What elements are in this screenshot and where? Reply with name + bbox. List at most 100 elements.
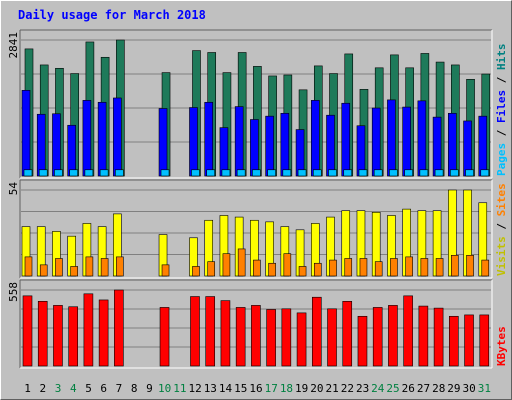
legend-entry: Pages [495, 143, 508, 176]
bar-sites [207, 261, 216, 277]
bar-sites [451, 254, 459, 277]
bar-files [234, 106, 244, 177]
bar-pages [480, 169, 490, 177]
x-tick-label: 12 [188, 382, 201, 395]
x-axis-labels: 1 2 3 4 5 6 7 8 9 10 11 12 13 14 15 16 17 18 19 20 21 22 23 24 2… [24, 382, 491, 395]
bar-files [265, 115, 274, 177]
bar-kbytes [266, 309, 276, 367]
x-tick-label: 31 [478, 382, 491, 395]
bar-kbytes [251, 305, 261, 367]
bar-files [356, 125, 366, 177]
bar-pages [328, 169, 337, 177]
bar-files [371, 107, 381, 177]
bar-pages [297, 169, 307, 177]
bar-pages [99, 169, 109, 177]
x-tick-label: 5 [85, 382, 92, 395]
bar-kbytes [205, 296, 216, 367]
panel-kbytes: 558 KBytes [7, 279, 508, 369]
bar-files [204, 101, 214, 177]
bar-files [310, 100, 320, 177]
bar-sites [374, 261, 383, 277]
bar-pages [38, 169, 48, 177]
x-tick-label: 10 [158, 382, 171, 395]
bar-pages [23, 169, 33, 177]
bar-pages [160, 169, 170, 177]
bar-pages [84, 169, 94, 177]
x-tick-label: 6 [100, 382, 107, 395]
bar-sites [313, 262, 322, 277]
bar-kbytes [372, 307, 383, 367]
y-max-label: 54 [7, 182, 20, 196]
x-tick-label: 19 [295, 382, 308, 395]
bar-sites [253, 259, 261, 277]
bar-pages [373, 169, 383, 177]
bar-files [478, 115, 488, 177]
bar-files [97, 101, 107, 177]
bar-files [158, 108, 168, 177]
legend-separator: / [495, 70, 508, 90]
x-tick-label: 29 [447, 382, 460, 395]
bar-files [387, 99, 396, 177]
bar-kbytes [190, 296, 200, 367]
bar-kbytes [357, 315, 368, 367]
bar-files [295, 129, 305, 177]
bar-sites [329, 259, 337, 277]
bar-kbytes [296, 312, 307, 367]
bar-kbytes [235, 307, 246, 367]
bar-files [448, 112, 457, 177]
bar-sites [100, 258, 109, 277]
bar-kbytes [327, 308, 337, 367]
x-tick-label: 30 [463, 382, 476, 395]
legend-entry: Sites [495, 183, 508, 216]
bar-files [113, 97, 122, 177]
legend-entry: KBytes [495, 326, 508, 366]
x-tick-label: 9 [146, 382, 153, 395]
bar-files [432, 116, 442, 177]
legend-separator: / [495, 123, 508, 143]
legend-separator: / [495, 216, 508, 236]
bar-files [326, 114, 335, 177]
bar-files [36, 113, 46, 177]
bar-kbytes [311, 296, 322, 367]
x-tick-label: 20 [310, 382, 323, 395]
bar-kbytes [220, 300, 231, 367]
bar-kbytes [68, 306, 78, 367]
x-tick-label: 7 [116, 382, 123, 395]
bar-files [67, 124, 76, 177]
bar-pages [434, 169, 444, 177]
bar-kbytes [342, 301, 353, 367]
panel-visits-sites: 54 Visits / Sites [7, 179, 508, 279]
x-tick-label: 23 [356, 382, 369, 395]
bar-pages [236, 169, 246, 177]
y-max-label: 2841 [7, 32, 20, 59]
bar-sites [55, 258, 63, 277]
bar-files [189, 107, 198, 177]
legend-entry: Visits [495, 236, 508, 276]
x-tick-label: 15 [234, 382, 247, 395]
x-tick-label: 16 [249, 382, 262, 395]
bar-sites [481, 259, 490, 277]
bar-pages [69, 169, 78, 177]
x-tick-label: 11 [173, 382, 186, 395]
bar-pages [252, 169, 261, 177]
bar-sites [298, 266, 307, 277]
bar-pages [206, 169, 216, 177]
x-tick-label: 27 [417, 382, 430, 395]
bar-sites [420, 258, 429, 277]
bar-files [21, 90, 31, 177]
bar-sites [192, 266, 200, 277]
bar-files [417, 100, 427, 177]
bar-files [82, 100, 92, 177]
bar-sites [390, 258, 398, 277]
bar-pages [358, 169, 368, 177]
bar-kbytes [37, 301, 48, 367]
x-tick-label: 18 [280, 382, 293, 395]
bar-sites [85, 256, 94, 277]
x-tick-label: 17 [265, 382, 278, 395]
x-tick-label: 24 [371, 382, 385, 395]
bar-sites [116, 256, 124, 277]
bar-sites [466, 254, 474, 277]
bar-files [402, 106, 411, 177]
bar-sites [359, 258, 368, 277]
legend: Visits / Sites [495, 183, 508, 276]
